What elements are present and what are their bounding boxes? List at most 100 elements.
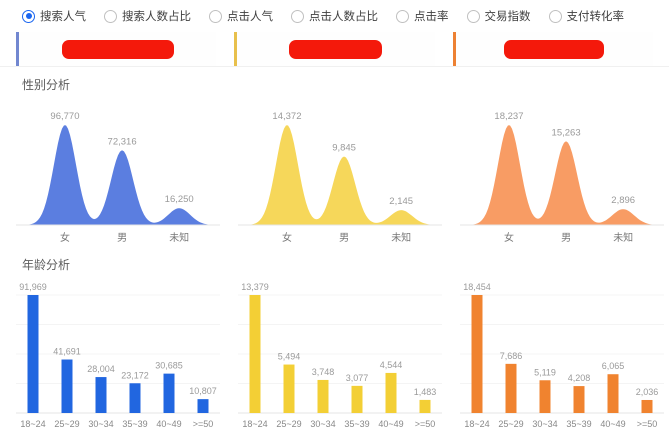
value-label: 72,316 [108, 136, 137, 147]
gender-area-chart-svg: 18,237 女 15,263 男 2,896 未知 [460, 111, 664, 244]
radio-option-label: 交易指数 [484, 11, 531, 23]
section-title-age: 年龄分析 [22, 258, 71, 272]
category-label: 女 [60, 231, 70, 244]
radio-option-label: 搜索人数占比 [122, 11, 191, 23]
category-label: 25~29 [276, 419, 301, 429]
value-label: 2,896 [611, 195, 635, 206]
value-label: 18,237 [494, 111, 523, 122]
bar [641, 399, 653, 413]
age-chart-1: 91,969 18~24 41,691 25~29 28,004 30~34 23,172 3… [16, 275, 220, 433]
value-label: 23,172 [121, 370, 149, 380]
radio-unselected-icon[interactable] [548, 9, 562, 23]
category-label: >=50 [193, 419, 214, 429]
competitor-card-3[interactable] [452, 32, 653, 66]
category-label: 未知 [391, 231, 411, 244]
category-label: >=50 [415, 419, 436, 429]
bar [607, 374, 619, 413]
category-label: 25~29 [498, 419, 523, 429]
category-label: 40~49 [378, 419, 403, 429]
bar [163, 373, 175, 413]
bar [283, 364, 295, 413]
bar [27, 295, 39, 413]
radio-option-2[interactable]: 搜索人数占比 [104, 8, 191, 24]
radio-option-6[interactable]: 交易指数 [466, 8, 531, 24]
category-label: 35~39 [344, 419, 369, 429]
gender-area-chart-svg: 96,770 女 72,316 男 16,250 未知 [16, 111, 220, 244]
value-label: 5,494 [278, 352, 301, 362]
radio-option-label: 点击人气 [227, 11, 273, 23]
radio-option-5[interactable]: 点击率 [396, 8, 449, 24]
radio-option-label: 搜索人气 [40, 11, 86, 23]
category-label: 25~29 [54, 419, 79, 429]
category-label: 30~34 [310, 419, 335, 429]
value-label: 9,845 [332, 142, 356, 153]
bar [419, 399, 431, 413]
bar [351, 385, 363, 413]
radio-option-label: 点击人数占比 [309, 11, 378, 23]
value-label: 41,691 [53, 347, 81, 357]
bar [197, 399, 209, 413]
age-chart-2: 13,379 18~24 5,494 25~29 3,748 30~34 3,077 35~3… [238, 275, 442, 433]
value-label: 3,748 [312, 367, 335, 377]
value-label: 18,454 [463, 282, 491, 292]
bar [95, 377, 107, 413]
age-charts-row: 91,969 18~24 41,691 25~29 28,004 30~34 23,172 3… [0, 275, 669, 433]
value-label: 16,250 [165, 194, 194, 205]
radio-selected-icon[interactable] [22, 9, 35, 23]
value-label: 3,077 [346, 373, 369, 383]
value-label: 7,686 [500, 351, 523, 361]
category-label: 18~24 [20, 419, 45, 429]
category-label: 未知 [169, 231, 189, 244]
category-label: 35~39 [122, 419, 147, 429]
competitor-card-2[interactable] [234, 32, 435, 66]
bar [61, 359, 73, 413]
category-label: 18~24 [242, 419, 267, 429]
radio-dot-icon [25, 13, 32, 19]
metric-radio-group: 搜索人气 搜索人数占比 点击人气 点击人数占比 点击率 交易指数 支付转化率 [0, 0, 669, 28]
category-label: 30~34 [88, 419, 113, 429]
radio-unselected-icon[interactable] [396, 9, 409, 23]
header-strip [0, 32, 669, 67]
gender-chart-1: 96,770 女 72,316 男 16,250 未知 [16, 95, 220, 247]
radio-option-3[interactable]: 点击人气 [209, 8, 273, 24]
radio-unselected-icon[interactable] [291, 9, 304, 23]
bar [505, 363, 517, 413]
bar [539, 380, 551, 413]
value-label: 14,372 [272, 111, 301, 122]
radio-option-7[interactable]: 支付转化率 [548, 8, 624, 24]
value-label: 4,208 [568, 373, 591, 383]
value-label: 1,483 [414, 387, 437, 397]
value-label: 30,685 [155, 361, 183, 371]
radio-option-label: 点击率 [414, 11, 449, 23]
category-label: 男 [339, 232, 349, 244]
competitor-card-1[interactable] [16, 32, 217, 66]
radio-option-4[interactable]: 点击人数占比 [291, 8, 378, 24]
radio-unselected-icon[interactable] [104, 9, 117, 23]
value-label: 13,379 [241, 282, 269, 292]
age-chart-3: 18,454 18~24 7,686 25~29 5,119 30~34 4,208 35~3… [460, 275, 664, 433]
radio-unselected-icon[interactable] [466, 9, 480, 23]
bar [385, 372, 397, 413]
gender-chart-3: 18,237 女 15,263 男 2,896 未知 [460, 95, 664, 247]
category-label: 18~24 [464, 419, 489, 429]
category-label: 35~39 [566, 419, 591, 429]
gender-charts-row: 96,770 女 72,316 男 16,250 未知 14,372 女 9,845 男 2,14… [0, 95, 669, 247]
redacted-text-block [504, 39, 605, 59]
category-label: 40~49 [600, 419, 625, 429]
area-series [16, 125, 220, 225]
gender-area-chart-svg: 14,372 女 9,845 男 2,145 未知 [238, 111, 442, 244]
category-label: 40~49 [156, 419, 181, 429]
radio-unselected-icon[interactable] [209, 9, 222, 23]
radio-option-1[interactable]: 搜索人气 [22, 8, 86, 24]
bar [317, 379, 329, 413]
area-series [460, 125, 664, 225]
value-label: 6,065 [602, 361, 625, 371]
category-label: >=50 [637, 419, 658, 429]
value-label: 15,263 [552, 127, 581, 138]
value-label: 4,544 [380, 360, 403, 370]
value-label: 28,004 [87, 364, 115, 374]
age-bar-chart-svg: 18,454 18~24 7,686 25~29 5,119 30~34 4,208 35~3… [460, 282, 664, 429]
category-label: 女 [504, 231, 514, 244]
bar [129, 383, 141, 413]
redacted-text-block [61, 39, 174, 59]
